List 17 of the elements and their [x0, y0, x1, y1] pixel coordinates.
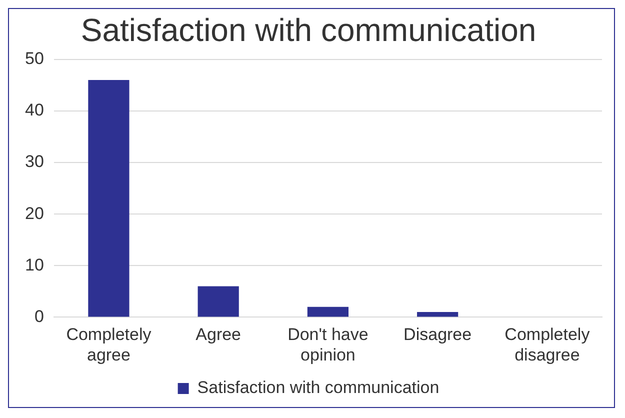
bar — [307, 306, 349, 317]
x-tick-label: Completely agree — [66, 325, 152, 364]
x-tick-label: Completely disagree — [504, 325, 590, 364]
x-tick-label: Agree — [196, 325, 242, 344]
bar — [88, 80, 130, 317]
bar — [198, 286, 239, 317]
x-tick-label: Disagree — [404, 325, 472, 344]
y-tick-label: 20 — [24, 204, 44, 223]
chart-title: Satisfaction with communication — [80, 12, 536, 48]
bar — [417, 312, 458, 317]
y-tick-label: 0 — [34, 306, 44, 326]
legend-label: Satisfaction with communication — [197, 378, 440, 398]
x-tick-label: Don't have opinion — [288, 325, 368, 364]
y-tick-label: 50 — [24, 49, 44, 68]
y-tick-label: 10 — [24, 255, 44, 274]
y-tick-label: 40 — [24, 100, 44, 120]
y-tick-label: 30 — [24, 152, 44, 172]
